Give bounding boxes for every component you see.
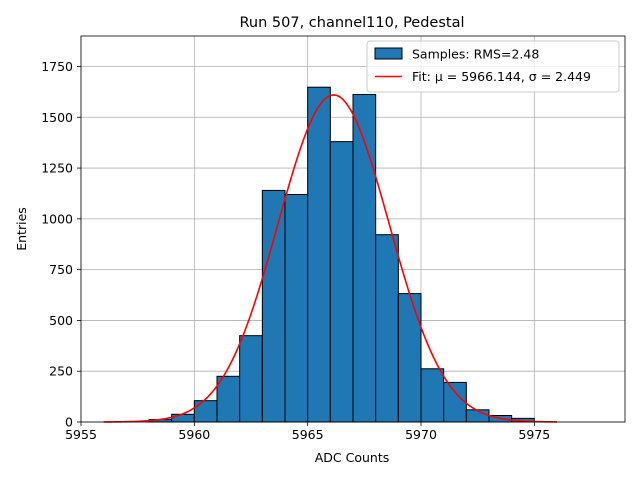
x-tick-label: 5955 <box>65 427 97 442</box>
histogram-bars <box>148 86 535 423</box>
legend-label-samples: Samples: RMS=2.48 <box>412 47 539 62</box>
x-axis-label: ADC Counts <box>315 450 390 465</box>
histogram-bar <box>239 335 263 423</box>
y-tick-label: 0 <box>65 415 73 430</box>
histogram-bar <box>307 86 331 423</box>
histogram-bar <box>443 381 467 423</box>
histogram-bar <box>465 409 490 423</box>
histogram-bar <box>171 413 195 423</box>
gaussian-fit-curve <box>103 94 558 423</box>
histogram-bar <box>329 141 354 423</box>
legend-swatch-samples <box>374 47 403 60</box>
chart-title: Run 507, channel110, Pedestal <box>239 15 464 31</box>
histogram-bar <box>261 189 286 423</box>
y-tick-label: 1500 <box>41 110 73 125</box>
y-axis-ticks: 0 250 500 750 1000 1250 1500 1750 <box>41 59 81 430</box>
y-tick-label: 1750 <box>41 59 73 74</box>
y-tick-label: 250 <box>49 364 73 379</box>
plot-frame <box>80 35 626 423</box>
x-axis-ticks: 5955 5960 5965 5970 5975 <box>65 422 550 442</box>
histogram-bar <box>193 400 218 423</box>
legend-box <box>366 40 620 93</box>
x-tick-label: 5970 <box>405 427 437 442</box>
histogram-bar <box>284 193 309 423</box>
legend-label-fit: Fit: μ = 5966.144, σ = 2.449 <box>412 69 591 84</box>
histogram-bar <box>420 368 445 423</box>
x-tick-label: 5975 <box>518 427 550 442</box>
y-tick-label: 750 <box>49 262 73 277</box>
y-tick-label: 1000 <box>41 211 73 226</box>
y-tick-label: 1250 <box>41 161 73 176</box>
legend: Samples: RMS=2.48 Fit: μ = 5966.144, σ =… <box>366 40 620 93</box>
y-axis-label: Entries <box>14 207 29 251</box>
x-tick-label: 5960 <box>178 427 210 442</box>
histogram-bar <box>375 234 399 423</box>
fit-curve-layer <box>103 94 558 423</box>
histogram-bar <box>216 375 241 423</box>
x-tick-label: 5965 <box>292 427 324 442</box>
histogram-bar <box>397 293 422 423</box>
y-tick-label: 500 <box>49 313 73 328</box>
